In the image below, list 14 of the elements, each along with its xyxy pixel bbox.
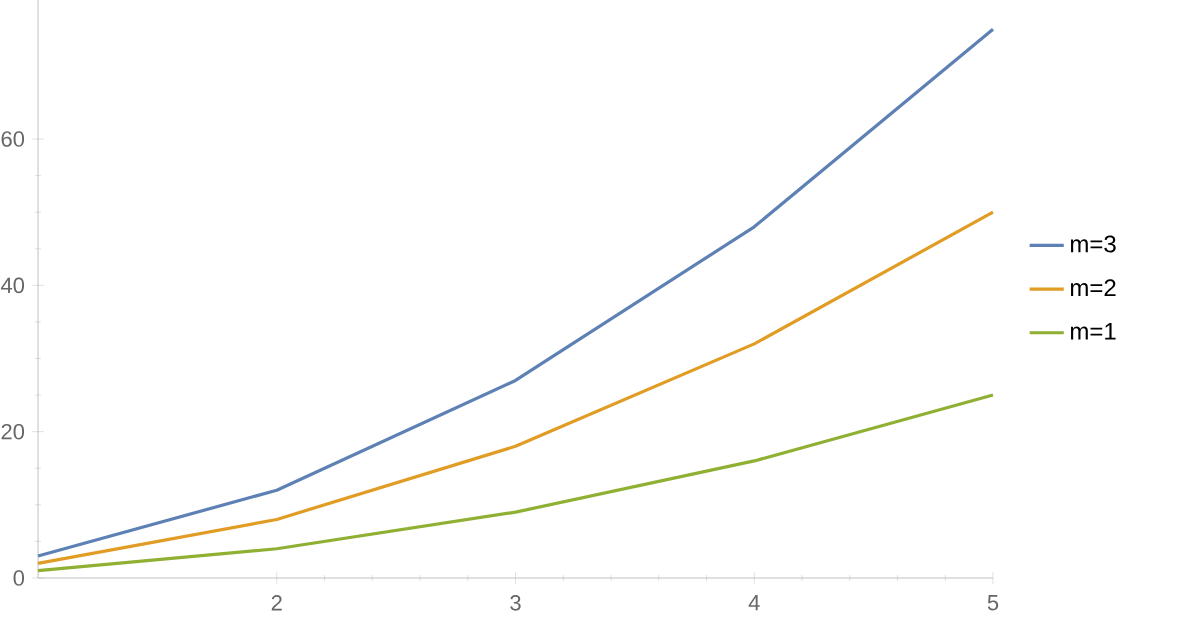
legend-label: m=2 xyxy=(1070,279,1116,296)
y-tick-label: 20 xyxy=(1,423,25,440)
x-tick-label: 3 xyxy=(510,595,521,611)
y-tick-label: 40 xyxy=(0,277,25,294)
line-series xyxy=(36,210,995,565)
x-tick-label: 5 xyxy=(987,595,999,611)
x-tick-label: 2 xyxy=(271,595,282,611)
legend-label: m=3 xyxy=(1070,235,1116,253)
legend-label: m=1 xyxy=(1070,323,1116,340)
x-tick-label: 4 xyxy=(748,595,760,611)
line-series xyxy=(36,27,995,558)
line-series xyxy=(36,393,995,573)
y-tick-label: 0 xyxy=(13,570,25,586)
y-tick-label: 60 xyxy=(1,131,25,147)
